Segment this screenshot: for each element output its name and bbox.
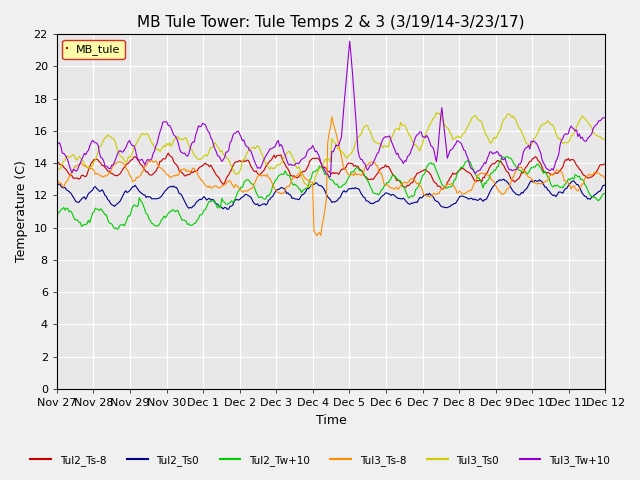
Tul3_Ts0 — [270, 165, 278, 171]
Tul3_Ts-8 — [119, 161, 127, 167]
Tul3_Ts-8 — [53, 177, 61, 182]
Tul2_Ts-8 — [271, 155, 279, 161]
Tul2_Tw+10 — [271, 178, 279, 183]
Tul3_Tw+10 — [232, 130, 239, 136]
Tul2_Ts0 — [233, 197, 241, 203]
Tul3_Ts0 — [305, 184, 312, 190]
Tul2_Ts-8 — [164, 150, 172, 156]
Tul2_Ts0 — [271, 189, 279, 194]
Tul3_Ts0 — [232, 171, 239, 177]
Tul3_Tw+10 — [119, 149, 127, 155]
Legend: Tul2_Ts-8, Tul2_Ts0, Tul2_Tw+10, Tul3_Ts-8, Tul3_Ts0, Tul3_Tw+10: Tul2_Ts-8, Tul2_Ts0, Tul2_Tw+10, Tul3_Ts… — [26, 451, 614, 470]
Tul3_Ts0 — [53, 169, 61, 175]
Tul3_Tw+10 — [53, 139, 61, 145]
Tul3_Ts0 — [452, 134, 460, 140]
Tul2_Tw+10 — [233, 192, 241, 197]
Line: Tul2_Ts0: Tul2_Ts0 — [57, 179, 605, 209]
Tul3_Ts-8 — [232, 181, 239, 187]
Tul2_Ts-8 — [53, 161, 61, 167]
Tul2_Tw+10 — [399, 183, 407, 189]
Tul3_Tw+10 — [602, 115, 609, 121]
Tul3_Ts0 — [433, 110, 440, 116]
Tul2_Tw+10 — [120, 223, 128, 229]
Line: Tul3_Ts-8: Tul3_Ts-8 — [57, 117, 605, 236]
Tul2_Ts-8 — [399, 184, 407, 190]
Tul3_Tw+10 — [325, 174, 333, 180]
Line: Tul2_Ts-8: Tul2_Ts-8 — [57, 153, 605, 189]
X-axis label: Time: Time — [316, 414, 346, 427]
Tul3_Ts-8 — [454, 190, 462, 195]
Tul2_Tw+10 — [602, 190, 609, 196]
Tul3_Tw+10 — [270, 144, 278, 150]
Tul2_Tw+10 — [453, 171, 461, 177]
Tul3_Tw+10 — [346, 38, 353, 44]
Tul3_Ts0 — [399, 122, 407, 128]
Tul2_Ts0 — [451, 201, 458, 206]
Tul2_Ts0 — [223, 206, 231, 212]
Legend: MB_tule: MB_tule — [62, 39, 125, 60]
Tul3_Ts0 — [119, 155, 127, 160]
Tul2_Ts0 — [53, 182, 61, 188]
Tul3_Tw+10 — [401, 158, 408, 164]
Tul2_Ts0 — [453, 198, 461, 204]
Tul3_Ts-8 — [270, 185, 278, 191]
Tul3_Ts-8 — [328, 114, 335, 120]
Tul3_Tw+10 — [454, 138, 462, 144]
Tul3_Ts-8 — [602, 177, 609, 182]
Tul2_Ts-8 — [452, 171, 460, 177]
Tul2_Ts-8 — [119, 166, 127, 172]
Line: Tul3_Ts0: Tul3_Ts0 — [57, 113, 605, 187]
Tul2_Ts-8 — [233, 159, 241, 165]
Tul3_Ts-8 — [313, 233, 321, 239]
Tul2_Ts-8 — [454, 168, 462, 174]
Tul2_Tw+10 — [451, 177, 458, 183]
Tul3_Ts0 — [602, 136, 609, 142]
Tul2_Ts0 — [399, 195, 407, 201]
Tul2_Tw+10 — [502, 154, 510, 159]
Tul2_Tw+10 — [53, 214, 61, 220]
Tul3_Ts-8 — [452, 186, 460, 192]
Tul3_Tw+10 — [452, 142, 460, 147]
Title: MB Tule Tower: Tule Temps 2 & 3 (3/19/14-3/23/17): MB Tule Tower: Tule Temps 2 & 3 (3/19/14… — [138, 15, 525, 30]
Y-axis label: Temperature (C): Temperature (C) — [15, 160, 28, 263]
Tul2_Ts0 — [500, 176, 508, 182]
Tul3_Ts0 — [454, 133, 462, 139]
Line: Tul2_Tw+10: Tul2_Tw+10 — [57, 156, 605, 229]
Tul2_Ts-8 — [602, 161, 609, 167]
Tul2_Tw+10 — [113, 227, 121, 232]
Tul2_Ts0 — [602, 182, 609, 188]
Line: Tul3_Tw+10: Tul3_Tw+10 — [57, 41, 605, 177]
Tul2_Ts-8 — [438, 186, 445, 192]
Tul3_Ts-8 — [401, 179, 408, 185]
Tul2_Ts0 — [119, 193, 127, 199]
